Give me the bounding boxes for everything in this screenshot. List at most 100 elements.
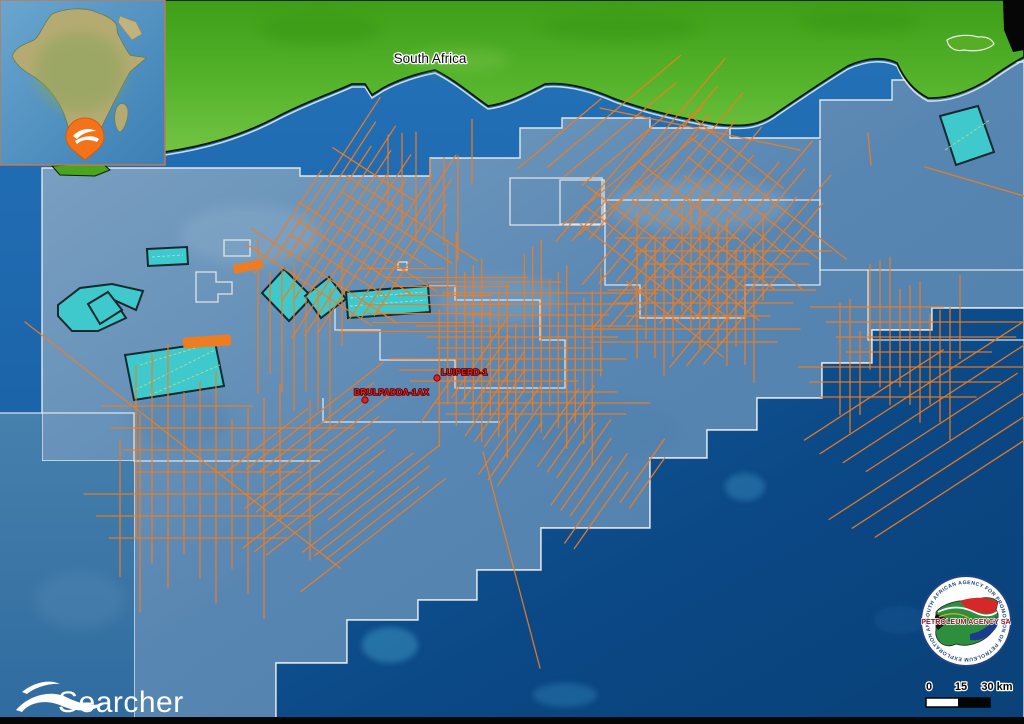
seismic-line <box>327 452 414 521</box>
seismic-line <box>625 280 724 358</box>
seismic-line <box>420 371 458 423</box>
seismic-line <box>686 112 785 190</box>
seismic-line <box>555 127 652 242</box>
seismic-line <box>635 180 775 290</box>
seismic-line <box>867 132 872 166</box>
seismic-line <box>819 320 1024 455</box>
seismic-line <box>307 174 387 297</box>
seismic-line <box>364 174 433 279</box>
inset-pin-swoosh-icon <box>73 128 99 144</box>
well-label: BRULPADDA-1AX <box>354 387 429 397</box>
seismic-survey-blob <box>232 259 264 274</box>
survey-polygon[interactable] <box>145 245 190 268</box>
seismic-line <box>591 126 762 330</box>
seismic-line <box>573 471 629 550</box>
inset-africa-green-texture <box>35 32 125 112</box>
seismic-line <box>619 438 665 504</box>
seismic-line <box>583 204 732 321</box>
seismic-line <box>451 316 509 399</box>
agency-center-text: PETROLEUM AGENCY SA <box>921 617 1010 626</box>
licence-block-outline <box>0 412 320 462</box>
searcher-swoosh-icon <box>22 681 60 694</box>
seismic-line <box>244 395 390 510</box>
licence-block-outline <box>223 239 251 257</box>
seismic-line <box>581 92 744 286</box>
licence-block-outline <box>397 261 408 271</box>
seismic-line <box>345 174 478 262</box>
seismic-survey-blob <box>182 334 232 349</box>
survey-polygon[interactable] <box>86 290 124 326</box>
deep-water-area <box>275 307 1024 724</box>
seismic-line <box>487 402 543 481</box>
seismic-line <box>564 453 628 544</box>
seismic-line <box>281 125 397 301</box>
seismic-line <box>474 368 526 443</box>
survey-inner-line <box>349 299 427 307</box>
seismic-line <box>256 415 380 513</box>
seismic-line <box>638 161 804 291</box>
licence-block-outline <box>559 179 605 225</box>
seismic-line <box>599 107 801 151</box>
searcher-wordmark: Searcher <box>58 686 184 719</box>
seismic-line <box>478 384 542 475</box>
seismic-line <box>550 419 612 506</box>
seismic-line <box>242 428 396 549</box>
scale-tick-15: 15 <box>955 681 967 693</box>
seismic-line <box>257 382 374 474</box>
licence-block-outline <box>819 140 1024 271</box>
seismic-line <box>269 403 364 477</box>
survey-inner-line <box>944 119 991 151</box>
wells-layer: LUIPERD-1 BRULPADDA-1AX <box>353 366 488 404</box>
land-boundary-polygon <box>946 34 995 52</box>
seismic-line <box>676 168 806 322</box>
seismic-line <box>669 174 832 368</box>
survey-inner-line <box>151 254 184 258</box>
seismic-line <box>828 392 1024 521</box>
seismic-lines-layer <box>24 54 1024 669</box>
seismic-line <box>659 140 813 324</box>
inset-madagascar <box>114 103 129 133</box>
seismic-line <box>874 439 1024 538</box>
seismic-line <box>246 361 385 470</box>
seismic-line <box>24 321 341 569</box>
coastline-white-offset <box>164 59 1024 156</box>
seismic-line <box>615 147 729 282</box>
seismic-line <box>265 470 375 556</box>
searcher-logo: Searcher <box>16 681 184 719</box>
seismic-line <box>221 408 309 476</box>
seismic-line <box>302 444 441 553</box>
seismic-line <box>250 227 398 324</box>
well-marker[interactable] <box>361 396 369 404</box>
seismic-line <box>803 349 944 441</box>
ocean-texture-blob <box>35 572 125 628</box>
seismic-line <box>298 201 438 293</box>
seismic-line <box>300 478 446 593</box>
seismic-line <box>341 191 453 264</box>
well-marker[interactable] <box>433 374 441 382</box>
seismic-line <box>464 350 526 437</box>
seismic-line <box>254 449 385 553</box>
seismic-line <box>560 437 612 511</box>
licence-block-outline <box>867 270 1024 341</box>
seismic-line <box>337 207 428 267</box>
survey-polygons-layer <box>57 104 996 402</box>
seismic-line <box>313 465 430 557</box>
seismic-line <box>517 98 602 169</box>
seismic-line <box>571 58 726 242</box>
seismic-line <box>546 403 596 473</box>
seismic-line <box>842 344 1024 464</box>
licence-block-outline <box>195 271 233 303</box>
survey-inner-line <box>149 364 221 396</box>
seismic-line <box>267 436 369 517</box>
seismic-line <box>628 457 666 509</box>
well-label: LUIPERD-1 <box>441 367 488 377</box>
seismic-line <box>586 185 760 321</box>
africa-inset-map[interactable] <box>0 0 166 166</box>
seismic-line <box>246 244 373 327</box>
seismic-line <box>325 486 420 560</box>
scale-bar: 0 15 30 km <box>925 680 1014 708</box>
seismic-line <box>470 353 510 410</box>
seismic-line <box>683 175 791 259</box>
